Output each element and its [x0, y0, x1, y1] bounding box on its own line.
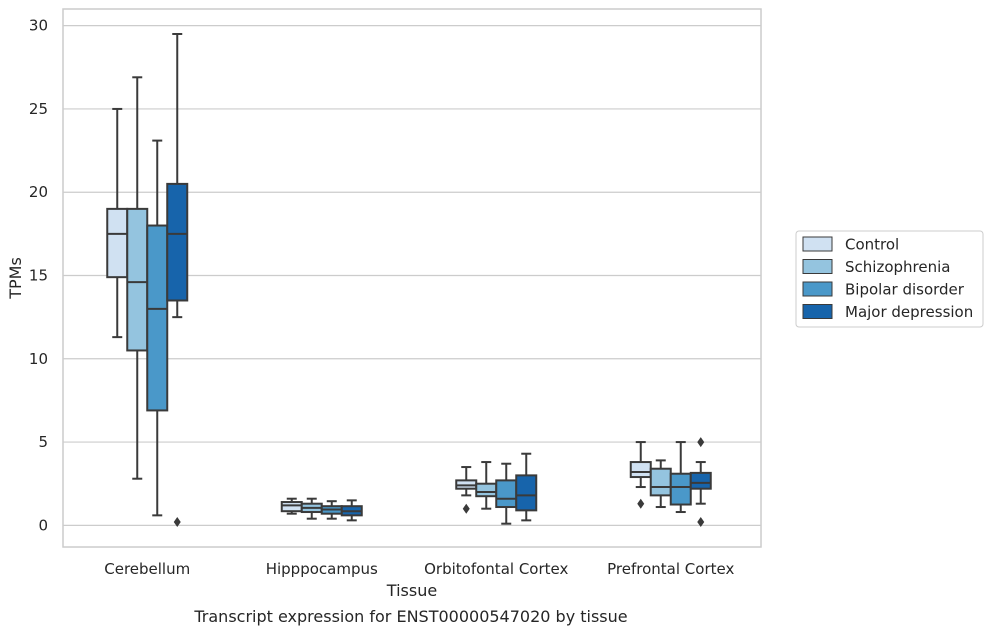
- y-tick-label: 5: [38, 433, 48, 451]
- box-body: [515, 474, 538, 512]
- y-tick-label: 30: [29, 17, 48, 35]
- y-tick-label: 25: [29, 100, 48, 118]
- chart-caption: Transcript expression for ENST0000054702…: [193, 607, 627, 626]
- box-control: [280, 497, 303, 515]
- legend: Control Schizophrenia Bipolar disorder Majo…: [795, 230, 984, 328]
- box-body: [475, 482, 498, 498]
- outlier-point: [697, 517, 705, 528]
- outlier-point: [173, 517, 181, 528]
- x-axis-label: Tissue: [386, 581, 437, 600]
- legend-swatch: [802, 281, 833, 297]
- box-layer: [106, 32, 712, 528]
- y-tick-label: 20: [29, 183, 48, 201]
- x-tick-label: Prefrontal Cortex: [607, 560, 734, 578]
- x-tick-label: Orbitofontal Cortex: [424, 560, 568, 578]
- legend-swatch: [802, 259, 833, 274]
- box-bipolar-disorder: [669, 441, 692, 514]
- box-body: [495, 479, 518, 509]
- box-body: [126, 207, 149, 352]
- y-tick-label: 0: [38, 516, 48, 534]
- y-tick-label: 15: [29, 267, 48, 285]
- outlier-point: [697, 437, 705, 448]
- box-major-depression: [689, 437, 712, 528]
- box-major-depression: [340, 499, 363, 522]
- box-bipolar-disorder: [146, 139, 169, 517]
- box-schizophrenia: [300, 497, 323, 520]
- outlier-point: [637, 498, 645, 509]
- outlier-point: [462, 503, 470, 514]
- box-body: [166, 182, 189, 302]
- legend-swatch: [802, 236, 833, 252]
- box-major-depression: [166, 32, 189, 528]
- box-body: [649, 467, 672, 497]
- legend-swatch: [802, 304, 833, 319]
- legend-item: Bipolar disorder: [802, 281, 965, 299]
- legend-item: Schizophrenia: [802, 258, 950, 276]
- legend-label: Major depression: [845, 303, 973, 321]
- y-tick-label: 10: [29, 350, 48, 368]
- box-body: [106, 207, 129, 279]
- x-tick-label: Hipppocampus: [266, 560, 378, 578]
- y-tick-labels: 0 5 10 15 20 25 30: [29, 17, 48, 535]
- legend-label: Control: [845, 236, 899, 254]
- x-tick-label: Cerebellum: [104, 560, 190, 578]
- box-control: [106, 107, 129, 339]
- box-body: [280, 501, 303, 513]
- plot-frame: [62, 8, 762, 548]
- box-body: [146, 224, 169, 412]
- box-body: [689, 471, 712, 490]
- legend-frame: [795, 230, 984, 328]
- legend-label: Schizophrenia: [845, 258, 950, 276]
- legend-item: Major depression: [802, 303, 973, 321]
- y-axis-label: TPMs: [6, 257, 25, 300]
- box-body: [629, 461, 652, 479]
- box-major-depression: [515, 452, 538, 522]
- legend-label: Bipolar disorder: [845, 281, 965, 299]
- box-schizophrenia: [649, 459, 672, 509]
- x-tick-labels: Cerebellum Hipppocampus Orbitofontal Corte…: [104, 560, 734, 578]
- box-control: [455, 466, 478, 514]
- legend-item: Control: [802, 236, 899, 254]
- box-body: [669, 472, 692, 506]
